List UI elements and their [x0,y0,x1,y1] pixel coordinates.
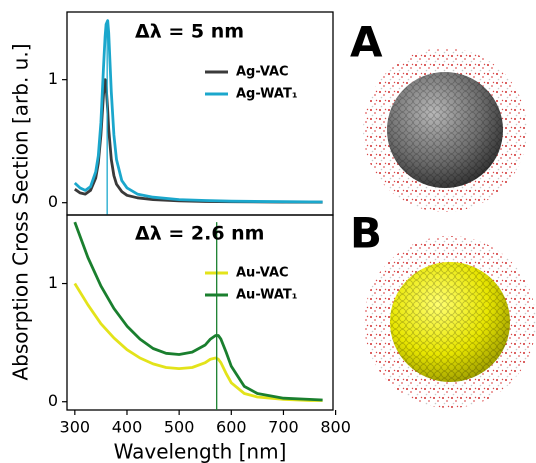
panel-label: B [350,209,382,258]
legend-label: Au-WAT₁ [236,288,298,303]
x-tick-label: 400 [112,418,143,437]
x-tick-label: 600 [216,418,247,437]
panel-label: A [350,18,383,67]
y-tick-label: 1 [48,273,58,292]
legend-label: Au-VAC [236,266,289,281]
annotation: Δλ = 2.6 nm [135,223,264,245]
nanoparticle-a [363,48,527,212]
series-line [73,19,323,204]
x-axis-label: Wavelength [nm] [114,440,287,463]
x-tick-label: 700 [268,418,299,437]
x-tick-label: 800 [320,418,351,437]
y-axis-label: Absorption Cross Section [arb. u.] [9,44,33,381]
x-tick-label: 300 [60,418,91,437]
legend-label: Ag-WAT₁ [236,87,298,102]
series-line [73,221,323,402]
y-tick-label: 0 [48,391,58,410]
plot-frame [66,214,334,411]
series-line [73,282,323,402]
y-tick-label: 1 [48,69,58,88]
nanoparticle-b [364,236,536,408]
annotation: Δλ = 5 nm [135,21,244,43]
x-tick-label: 500 [164,418,195,437]
legend-label: Ag-VAC [236,65,289,80]
y-tick-label: 0 [48,192,58,211]
